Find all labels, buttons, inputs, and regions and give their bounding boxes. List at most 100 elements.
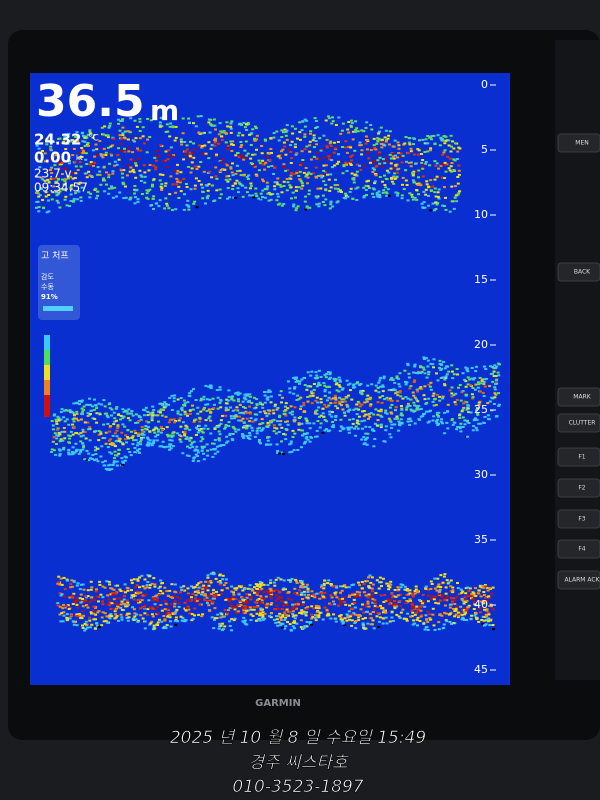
echo-pixel (78, 161, 82, 164)
echo-pixel (381, 390, 385, 393)
echo-pixel (284, 153, 288, 156)
echo-pixel (346, 195, 350, 198)
echo-pixel (86, 142, 90, 145)
echo-pixel (421, 138, 425, 141)
echo-pixel (421, 159, 425, 161)
echo-pixel (341, 146, 344, 148)
echo-pixel (306, 400, 310, 403)
echo-pixel (151, 197, 155, 200)
echo-pixel (81, 140, 85, 143)
echo-pixel (291, 621, 295, 624)
echo-pixel (325, 386, 329, 389)
echo-pixel (362, 443, 366, 446)
echo-pixel (327, 396, 331, 399)
echo-pixel (101, 437, 105, 439)
echo-pixel (120, 457, 124, 460)
echo-pixel (413, 404, 417, 407)
echo-pixel (335, 162, 339, 165)
echo-pixel (473, 388, 477, 391)
echo-pixel (202, 445, 206, 448)
echo-pixel (148, 164, 152, 166)
echo-pixel (294, 186, 298, 189)
echo-pixel (241, 195, 245, 198)
echo-pixel (476, 592, 480, 595)
echo-pixel (38, 151, 42, 154)
echo-pixel (119, 142, 123, 145)
echo-pixel (495, 365, 499, 368)
echo-pixel (80, 156, 84, 158)
echo-pixel (237, 585, 241, 588)
echo-pixel (439, 574, 443, 577)
echo-pixel (108, 426, 112, 429)
echo-pixel (267, 390, 271, 393)
echo-pixel (472, 600, 476, 603)
echo-pixel (334, 398, 338, 401)
echo-pixel (456, 182, 460, 185)
echo-pixel (297, 174, 301, 177)
echo-pixel (423, 385, 427, 388)
echo-pixel (186, 605, 190, 608)
echo-pixel (113, 186, 117, 189)
echo-pixel (453, 599, 457, 602)
echo-pixel (226, 587, 230, 590)
depth-tick-label: 15 (474, 273, 488, 286)
echo-pixel (334, 124, 338, 126)
echo-pixel (351, 607, 354, 610)
echo-pixel (413, 153, 417, 156)
echo-pixel (431, 400, 435, 403)
echo-pixel (422, 368, 426, 371)
echo-pixel (311, 616, 315, 618)
echo-pixel (239, 604, 243, 607)
echo-pixel (171, 432, 175, 435)
echo-pixel (444, 376, 448, 379)
echo-pixel (167, 149, 171, 152)
echo-pixel (397, 423, 401, 426)
echo-pixel (371, 161, 375, 163)
echo-pixel (144, 425, 148, 427)
echo-pixel (81, 605, 85, 608)
echo-pixel (80, 399, 84, 402)
echo-pixel (308, 150, 312, 153)
echo-pixel (481, 623, 485, 626)
echo-pixel (443, 432, 447, 435)
echo-pixel (111, 170, 115, 173)
echo-pixel (413, 196, 417, 199)
echo-pixel (329, 402, 333, 405)
echo-pixel (258, 411, 262, 413)
echo-pixel (433, 587, 437, 590)
echo-pixel (180, 589, 184, 592)
echo-pixel (263, 188, 267, 190)
echo-pixel (406, 612, 410, 615)
echo-pixel (268, 595, 272, 598)
echo-pixel (227, 395, 231, 398)
echo-pixel (273, 185, 277, 188)
echo-pixel (66, 579, 70, 582)
echo-pixel (238, 392, 242, 395)
echo-pixel (379, 594, 383, 597)
echo-pixel (237, 610, 240, 613)
echo-pixel (145, 196, 149, 199)
echo-pixel (75, 449, 78, 452)
echo-pixel (385, 139, 388, 142)
echo-pixel (383, 398, 387, 401)
echo-pixel (246, 595, 250, 598)
echo-pixel (337, 153, 340, 156)
echo-pixel (407, 372, 411, 375)
echo-pixel (263, 138, 267, 141)
echo-pixel (397, 615, 401, 618)
echo-pixel (182, 399, 186, 402)
echo-pixel (422, 600, 425, 603)
echo-pixel (441, 397, 445, 400)
echo-pixel (383, 594, 387, 597)
echo-pixel (392, 175, 396, 178)
echo-pixel (245, 154, 249, 157)
echo-pixel (138, 601, 142, 604)
echo-pixel (218, 622, 222, 625)
echo-pixel (449, 597, 453, 600)
echo-pixel (408, 404, 412, 407)
echo-pixel (55, 443, 58, 445)
echo-pixel (177, 185, 181, 188)
echo-pixel (311, 593, 315, 596)
echo-pixel (280, 396, 284, 399)
echo-pixel (468, 378, 472, 381)
